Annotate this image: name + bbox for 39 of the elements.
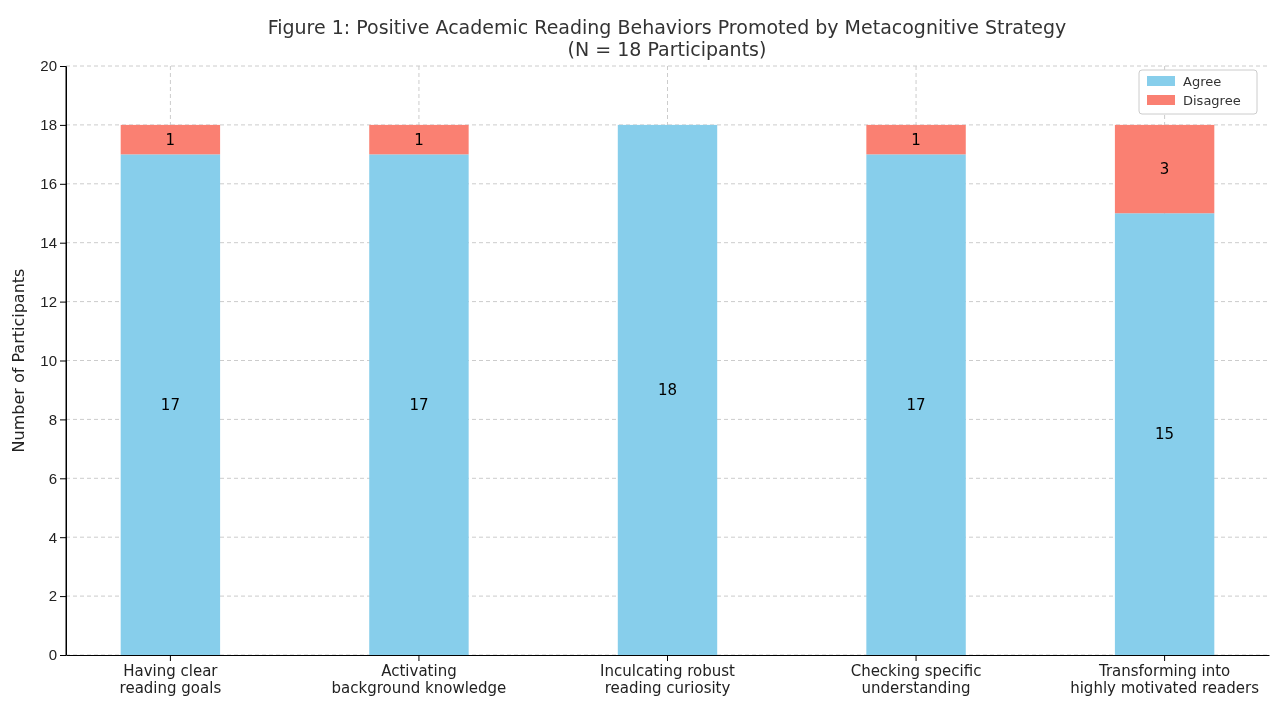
legend-label: Agree xyxy=(1183,74,1222,89)
y-tick-label: 6 xyxy=(48,469,57,487)
y-tick-label: 10 xyxy=(40,351,57,369)
data-label: 1 xyxy=(911,130,921,149)
y-tick-label: 8 xyxy=(48,410,57,428)
x-tick-label: Checking specific understanding xyxy=(850,662,982,697)
data-label: 1 xyxy=(414,130,424,149)
x-tick-label: Activating background knowledge xyxy=(331,662,507,697)
bar xyxy=(120,124,221,155)
y-tick-label: 2 xyxy=(48,587,57,605)
bar xyxy=(369,154,469,655)
y-tick-label: 16 xyxy=(40,175,57,193)
x-tick-label: Transforming into highly motivated readers xyxy=(1070,662,1260,697)
bar xyxy=(617,124,718,655)
data-label: 17 xyxy=(409,395,429,414)
x-tick-label: Having clear reading goals xyxy=(119,662,222,697)
chart-subtitle: (N = 18 Participants) xyxy=(567,38,767,60)
bar xyxy=(866,124,966,155)
data-label: 17 xyxy=(906,395,926,414)
x-tick-label: Inculcating robust reading curiosity xyxy=(600,662,736,697)
bar xyxy=(120,154,221,655)
data-label: 18 xyxy=(657,380,678,399)
data-label: 15 xyxy=(1155,425,1175,444)
data-label: 17 xyxy=(160,395,180,414)
y-tick-label: 12 xyxy=(40,292,57,310)
bar xyxy=(1114,124,1215,214)
bar xyxy=(1114,213,1215,655)
data-label: 1 xyxy=(165,130,176,149)
bar xyxy=(866,154,966,655)
legend-label: Disagree xyxy=(1183,93,1241,108)
y-tick-label: 18 xyxy=(40,116,57,134)
y-tick-label: 14 xyxy=(40,234,57,251)
data-label: 3 xyxy=(1159,160,1170,179)
y-tick-label: 4 xyxy=(48,528,57,546)
bar xyxy=(369,124,469,155)
chart-title: Figure 1: Positive Academic Reading Behaviors Promoted by Metacognitive Strategy xyxy=(267,16,1067,38)
y-tick-label: 0 xyxy=(48,646,57,664)
y-axis-title: Number of Participants xyxy=(9,268,28,453)
y-tick-label: 20 xyxy=(40,57,57,75)
